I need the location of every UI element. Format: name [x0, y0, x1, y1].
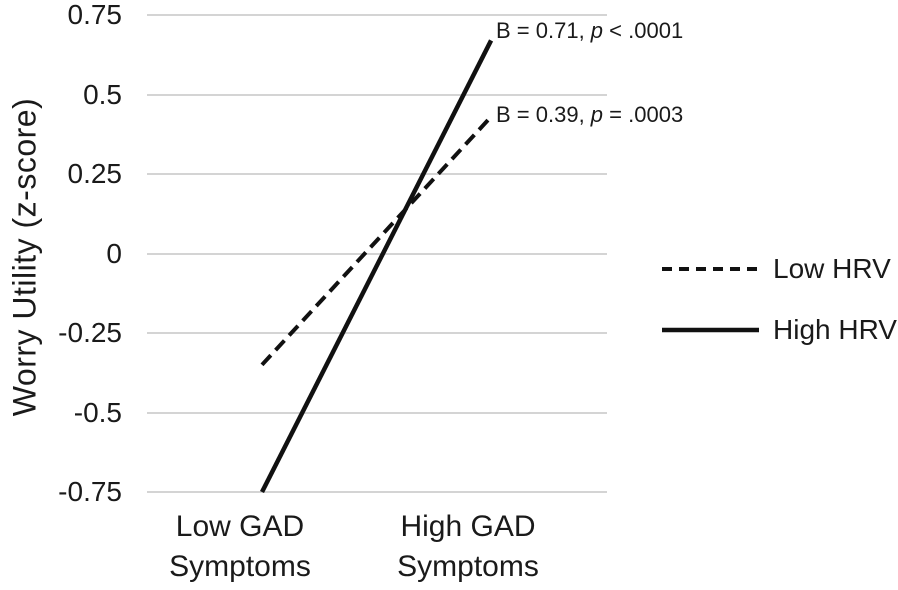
- series-line-high-hrv: [259, 39, 494, 494]
- annotation-b-value: B = 0.39,: [496, 102, 591, 127]
- y-tick-label: 0.25: [67, 158, 123, 189]
- y-tick-label: -0.75: [58, 476, 122, 507]
- gridline: [147, 491, 607, 493]
- annotation-b-value: B = 0.71,: [496, 18, 591, 43]
- gridline: [147, 252, 607, 255]
- legend-item-low-hrv: Low HRV: [661, 251, 891, 287]
- y-tick-label: 0.75: [67, 0, 123, 30]
- annotation-p-value: < .0001: [603, 18, 684, 43]
- x-category-label-high-gad: High GAD Symptoms: [358, 507, 578, 587]
- gridline: [147, 93, 607, 96]
- legend-item-high-hrv: High HRV: [661, 312, 897, 348]
- gridline: [147, 411, 607, 414]
- dashed-line-sample: [662, 267, 759, 271]
- gridline: [147, 332, 607, 334]
- category-line: Symptoms: [397, 550, 539, 583]
- gridline: [147, 173, 607, 175]
- y-tick-label: -0.25: [58, 317, 122, 348]
- category-line: Symptoms: [169, 550, 311, 583]
- y-tick-label: 0.5: [83, 78, 122, 110]
- stat-annotation-high-hrv: B = 0.71, p < .0001: [496, 17, 683, 45]
- x-category-label-low-gad: Low GAD Symptoms: [130, 507, 350, 587]
- annotation-p-symbol: p: [590, 18, 604, 43]
- y-tick-label: 0: [106, 237, 122, 269]
- category-line: Low GAD: [175, 510, 305, 543]
- y-tick-label: -0.5: [73, 396, 122, 428]
- legend-label-high-hrv: High HRV: [773, 314, 897, 345]
- annotation-p-symbol: p: [590, 102, 604, 127]
- legend-label-low-hrv: Low HRV: [773, 253, 891, 284]
- gridline: [147, 14, 607, 16]
- category-line: High GAD: [400, 510, 536, 543]
- annotation-p-value: = .0003: [603, 102, 684, 127]
- series-line-low-hrv: [260, 115, 493, 367]
- stat-annotation-low-hrv: B = 0.39, p = .0003: [496, 101, 683, 129]
- solid-line-sample: [662, 327, 759, 333]
